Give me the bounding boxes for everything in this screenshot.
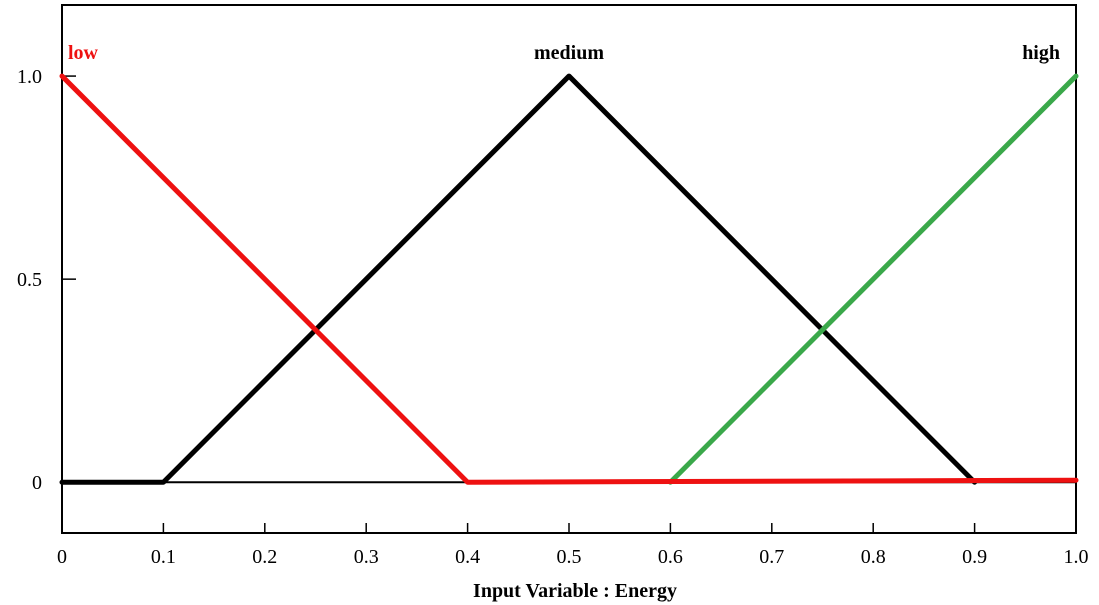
x-tick-label: 0.2 — [252, 546, 277, 568]
x-axis-title: Input Variable : Energy — [473, 580, 677, 602]
series-line-low — [59, 73, 1079, 485]
series-line-high — [667, 73, 1079, 485]
x-tick-label: 0.5 — [557, 546, 582, 568]
series-label-medium: medium — [534, 42, 604, 64]
series-label-high: high — [1022, 42, 1060, 64]
y-tick-label: 1.0 — [17, 66, 42, 88]
series-lines — [59, 73, 1079, 485]
x-tick-label: 0.9 — [962, 546, 987, 568]
x-tick-label: 0.8 — [861, 546, 886, 568]
x-tick-label: 0.7 — [759, 546, 784, 568]
x-tick-label: 0.1 — [151, 546, 176, 568]
series-labels: medium high low — [68, 42, 1060, 64]
x-tick-label: 0 — [57, 546, 67, 568]
x-tick-label: 0.4 — [455, 546, 480, 568]
y-axis-ticks: 0 0.5 1.0 — [17, 66, 76, 494]
x-axis-ticks: 0 0.1 0.2 0.3 0.4 0.5 0.6 0.7 0.8 0.9 1.0 — [57, 523, 1089, 568]
series-line-medium — [59, 73, 978, 485]
x-tick-label: 0.6 — [658, 546, 683, 568]
y-tick-label: 0.5 — [17, 269, 42, 291]
plot-frame — [61, 4, 1077, 534]
series-label-low: low — [68, 42, 99, 64]
x-tick-label: 1.0 — [1064, 546, 1089, 568]
y-tick-label: 0 — [32, 472, 42, 494]
x-tick-label: 0.3 — [354, 546, 379, 568]
